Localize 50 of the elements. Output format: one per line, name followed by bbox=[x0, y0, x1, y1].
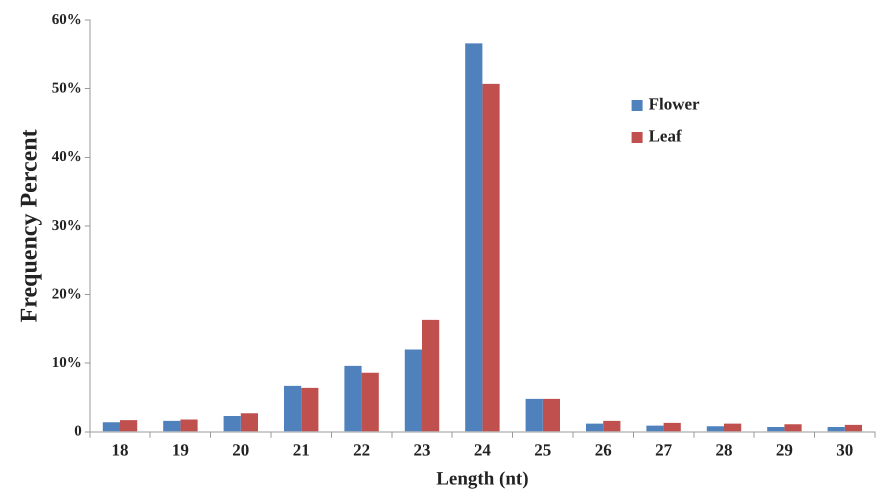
bar bbox=[664, 422, 681, 432]
bar bbox=[646, 426, 664, 432]
bar bbox=[828, 426, 845, 432]
x-tick-label: 29 bbox=[776, 440, 793, 460]
x-tick-label: 24 bbox=[474, 440, 492, 460]
bar bbox=[362, 372, 379, 432]
bar bbox=[542, 398, 560, 432]
bar bbox=[163, 420, 180, 432]
x-tick-label: 19 bbox=[172, 440, 189, 460]
bar bbox=[526, 398, 543, 432]
bar bbox=[422, 320, 440, 432]
bar bbox=[724, 424, 742, 432]
x-tick-label: 18 bbox=[112, 440, 128, 460]
y-tick-label: 60% bbox=[52, 12, 82, 28]
bar bbox=[284, 386, 302, 432]
y-tick-label: 20% bbox=[52, 286, 82, 302]
y-tick-label: 40% bbox=[52, 149, 82, 166]
x-tick-label: 22 bbox=[353, 440, 370, 460]
bar bbox=[120, 420, 138, 432]
y-tick-label: 50% bbox=[52, 80, 82, 97]
bar bbox=[180, 419, 198, 432]
bar bbox=[706, 426, 724, 432]
bar bbox=[784, 424, 802, 432]
x-tick-label: 23 bbox=[414, 440, 430, 460]
bar bbox=[844, 424, 862, 432]
legend-label: Flower bbox=[648, 94, 700, 114]
legend-label: Leaf bbox=[648, 126, 682, 146]
y-tick-label: 10% bbox=[52, 355, 82, 372]
bar bbox=[240, 413, 258, 432]
x-tick-label: 30 bbox=[836, 440, 854, 460]
x-tick-label: 26 bbox=[594, 440, 612, 460]
bar bbox=[482, 84, 500, 432]
bar bbox=[301, 388, 318, 432]
y-tick-label: 30% bbox=[52, 218, 82, 234]
bar bbox=[603, 420, 620, 432]
y-axis-title: Frequency Percent bbox=[16, 129, 43, 322]
x-tick-label: 27 bbox=[655, 440, 673, 460]
bar bbox=[767, 426, 784, 432]
bar bbox=[344, 366, 362, 432]
bar bbox=[404, 349, 422, 432]
bar bbox=[586, 424, 604, 432]
x-tick-label: 21 bbox=[292, 440, 310, 460]
x-tick-label: 20 bbox=[232, 440, 250, 460]
x-axis-title: Length (nt) bbox=[436, 468, 529, 490]
bar bbox=[224, 416, 241, 432]
x-tick-label: 25 bbox=[534, 440, 552, 460]
x-tick-label: 28 bbox=[716, 440, 732, 460]
y-tick-label: 0 bbox=[74, 424, 82, 440]
bar bbox=[465, 43, 482, 432]
bar bbox=[102, 422, 120, 432]
